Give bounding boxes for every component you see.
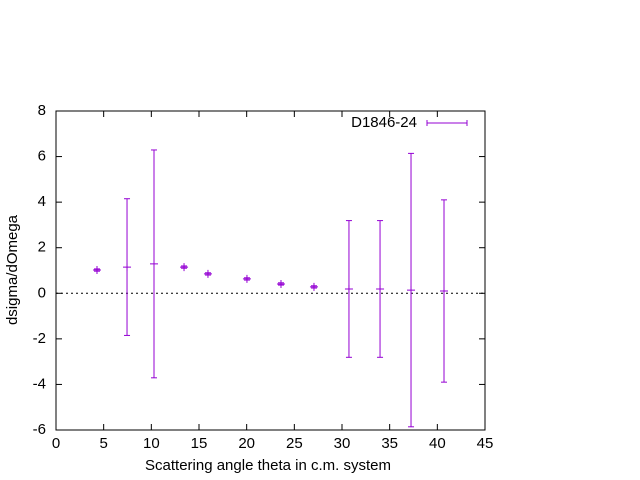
y-tick-label: 0 bbox=[38, 284, 46, 301]
y-tick-label: -6 bbox=[33, 421, 46, 438]
point bbox=[150, 259, 159, 268]
plot-frame bbox=[55, 110, 486, 431]
x-tick-label: 45 bbox=[477, 435, 494, 452]
point bbox=[203, 269, 212, 278]
point bbox=[440, 287, 449, 296]
point bbox=[407, 286, 416, 295]
x-tick-label: 40 bbox=[429, 435, 446, 452]
legend-label: D1846-24 bbox=[351, 114, 417, 131]
y-tick-label: 2 bbox=[38, 239, 46, 256]
point bbox=[92, 266, 101, 275]
x-tick-label: 25 bbox=[286, 435, 303, 452]
y-tick-label: -4 bbox=[33, 375, 46, 392]
point bbox=[123, 263, 132, 272]
point bbox=[376, 284, 385, 293]
y-tick-label: -2 bbox=[33, 330, 46, 347]
x-tick-label: 35 bbox=[381, 435, 398, 452]
y-axis-label: dsigma/dOmega bbox=[4, 214, 21, 325]
x-tick-label: 5 bbox=[99, 435, 107, 452]
point bbox=[180, 263, 189, 272]
y-tick-label: 4 bbox=[38, 193, 46, 210]
y-tick-label: 6 bbox=[38, 148, 46, 165]
point bbox=[344, 284, 353, 293]
point bbox=[309, 282, 318, 291]
x-tick-label: 20 bbox=[238, 435, 255, 452]
x-tick-label: 30 bbox=[334, 435, 351, 452]
x-axis-label: Scattering angle theta in c.m. system bbox=[145, 457, 391, 474]
x-tick-label: 15 bbox=[191, 435, 208, 452]
point bbox=[242, 274, 251, 283]
y-tick-label: 8 bbox=[38, 102, 46, 119]
legend-swatch bbox=[426, 120, 468, 126]
x-tick-label: 10 bbox=[143, 435, 160, 452]
point bbox=[276, 279, 285, 288]
x-tick-label: 0 bbox=[52, 435, 60, 452]
